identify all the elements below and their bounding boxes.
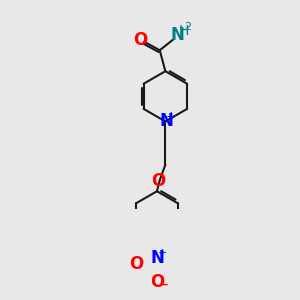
Text: H: H <box>178 24 189 38</box>
Text: N: N <box>171 26 185 44</box>
Text: -: - <box>161 274 167 292</box>
Text: N: N <box>159 112 173 130</box>
Text: +: + <box>166 110 176 123</box>
Text: O: O <box>151 172 166 190</box>
Text: O: O <box>150 273 164 291</box>
Text: 2: 2 <box>184 22 191 32</box>
Text: +: + <box>158 248 167 258</box>
Text: N: N <box>150 249 164 267</box>
Text: O: O <box>129 255 143 273</box>
Text: O: O <box>133 31 147 49</box>
